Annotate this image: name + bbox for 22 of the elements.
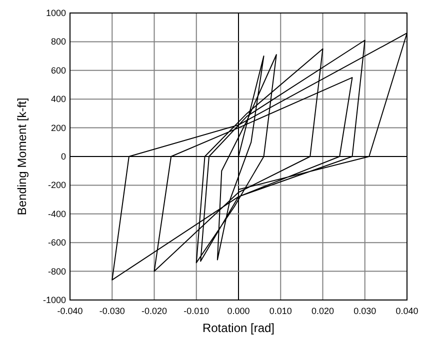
y-tick-label: -200 bbox=[48, 180, 66, 190]
x-tick-label: 0.030 bbox=[354, 306, 376, 316]
x-tick-label: -0.040 bbox=[57, 306, 83, 316]
y-tick-label: 0 bbox=[60, 152, 66, 162]
y-tick-label: 400 bbox=[50, 94, 66, 104]
y-tick-label: 600 bbox=[50, 65, 66, 76]
x-tick-label: -0.010 bbox=[184, 306, 210, 316]
y-tick-label: 200 bbox=[50, 122, 66, 133]
x-tick-label: -0.030 bbox=[99, 306, 125, 316]
y-tick-label: -1000 bbox=[42, 295, 66, 305]
x-tick-label: 0.000 bbox=[227, 306, 250, 316]
y-tick-label: 800 bbox=[50, 36, 66, 47]
y-tick-label: -400 bbox=[48, 208, 66, 219]
x-tick-label: -0.020 bbox=[141, 306, 168, 316]
y-axis-title: Bending Moment [k-ft] bbox=[15, 98, 29, 216]
x-tick-label: 0.040 bbox=[396, 306, 418, 316]
y-tick-label: -800 bbox=[48, 266, 66, 276]
x-tick-label: 0.010 bbox=[269, 306, 292, 316]
y-tick-label: 1000 bbox=[46, 8, 66, 18]
x-tick-label: 0.020 bbox=[311, 306, 334, 316]
x-axis-title: Rotation [rad] bbox=[202, 321, 275, 335]
y-tick-label: -600 bbox=[48, 238, 66, 248]
